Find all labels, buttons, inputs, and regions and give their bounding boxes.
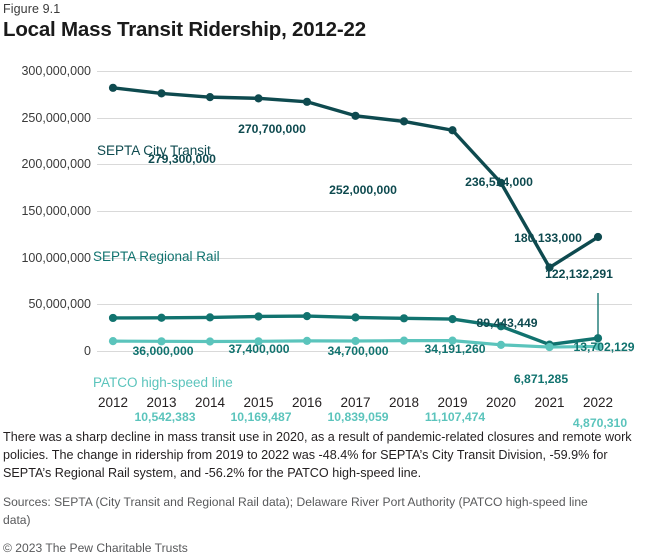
data-point[interactable] [496,340,506,349]
data-point-label: 4,870,310 [572,416,628,430]
x-axis-tick-label: 2013 [146,395,177,410]
footnotes: There was a sharp decline in mass transi… [3,428,643,557]
data-point-label: 236,514,000 [465,175,533,189]
x-axis-tick-label: 2022 [582,395,614,410]
data-point[interactable] [108,313,118,323]
data-point-label: 279,300,000 [148,152,216,166]
gridline [97,164,632,166]
data-point-label: 13,702,129 [573,340,635,354]
data-point[interactable] [448,314,457,324]
x-axis-tick-label: 2020 [485,395,517,410]
series-label-regional-rail: SEPTA Regional Rail [93,249,220,264]
data-point[interactable] [302,311,312,321]
data-point[interactable] [157,89,166,98]
data-point[interactable] [254,312,263,321]
data-point-label: 34,191,260 [424,342,486,356]
note-body: There was a sharp decline in mass transi… [3,430,632,481]
y-axis-tick-label: 250,000,000 [21,110,91,125]
data-point[interactable] [254,337,263,346]
data-point-label: 10,542,383 [134,410,196,424]
data-point[interactable] [448,126,457,135]
data-point[interactable] [399,314,409,323]
plot-lines [108,83,603,352]
data-point[interactable] [593,232,603,242]
data-point[interactable] [205,93,215,102]
data-point[interactable] [496,322,506,331]
data-point[interactable] [496,178,506,187]
data-point[interactable] [254,94,263,103]
data-point-label: 37,400,000 [228,342,290,356]
data-point[interactable] [157,337,166,346]
data-point[interactable] [399,336,409,345]
line-chart: 300,000,000 250,000,000 200,000,000 150,000… [0,55,650,430]
x-axis-tick-label: 2021 [534,395,565,410]
data-point[interactable] [545,342,554,352]
x-axis-tick-label: 2017 [340,395,371,410]
data-point[interactable] [351,111,360,120]
data-point[interactable] [399,117,409,126]
x-axis-tick-label: 2018 [388,395,420,410]
data-point[interactable] [545,263,554,272]
data-point[interactable] [351,313,360,322]
x-axis-tick-label: 2012 [97,395,129,410]
data-point-label: 180,133,000 [514,231,582,245]
y-axis-tick-label: 200,000,000 [21,157,91,172]
data-point[interactable] [593,334,603,343]
series-label-city-transit: SEPTA City Transit [97,143,211,158]
y-axis-tick-label: 150,000,000 [21,204,91,218]
gridline [97,211,632,212]
y-axis-tick-label: 300,000,000 [21,64,91,78]
y-axis-tick-label: 0 [84,344,91,358]
gridline [97,351,632,352]
note-sources: Sources: SEPTA (City Transit and Regiona… [3,495,588,527]
x-axis-tick-label: 2016 [291,395,323,410]
data-point[interactable] [351,336,360,346]
page-title: Local Mass Transit Ridership, 2012-22 [3,18,366,41]
data-point[interactable] [205,337,215,346]
data-point[interactable] [108,83,118,92]
data-point[interactable] [302,97,312,106]
data-point[interactable] [302,336,312,345]
data-point-label: 6,871,285 [513,372,569,386]
y-axis-tick-label: 50,000,000 [28,297,91,312]
series-label-patco: PATCO high-speed line [93,375,233,390]
data-point[interactable] [205,313,215,322]
gridline [97,304,632,306]
data-point-label: 10,169,487 [230,410,292,424]
x-axis-tick-label: 2019 [437,395,468,410]
data-point-label: 89,443,449 [476,316,538,330]
gridline [97,257,632,259]
data-point-label: 34,700,000 [327,344,389,358]
gridline [97,71,632,72]
data-point-label: 36,000,000 [132,344,194,358]
y-axis-tick-label: 100,000,000 [21,250,91,265]
note-copyright: © 2023 The Pew Charitable Trusts [3,540,188,555]
data-point[interactable] [157,313,166,322]
data-point-label: 10,839,059 [327,410,389,424]
data-point-label: 11,107,474 [424,410,486,424]
data-point[interactable] [108,337,118,346]
figure-number: Figure 9.1 [3,2,61,16]
data-point-label: 252,000,000 [329,183,397,197]
data-point-label: 270,700,000 [238,122,306,136]
x-axis-tick-label: 2015 [243,395,274,410]
x-axis-tick-label: 2014 [194,395,226,410]
data-point-label: 122,132,291 [545,267,613,281]
data-point[interactable] [593,342,603,351]
data-point[interactable] [448,336,457,345]
